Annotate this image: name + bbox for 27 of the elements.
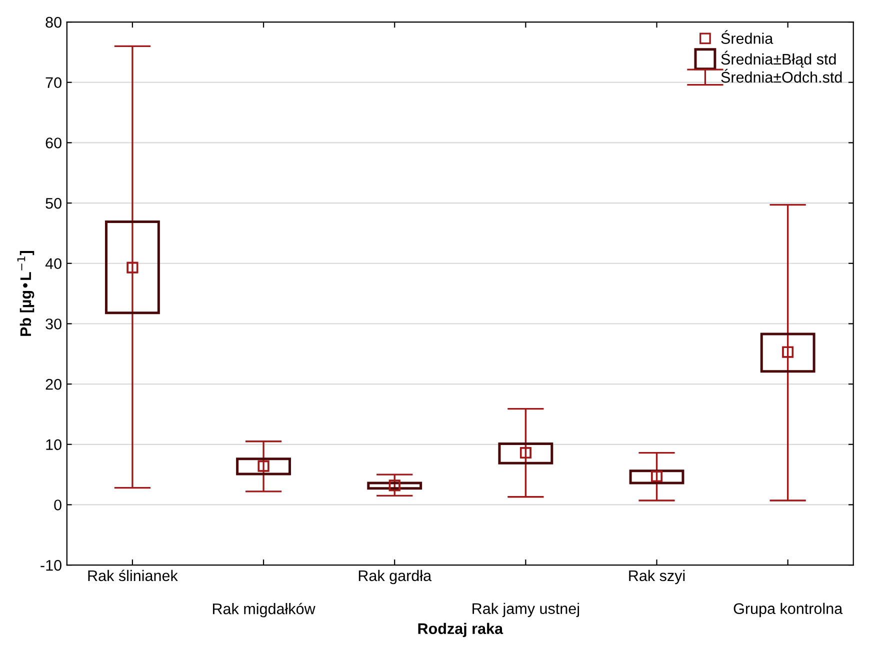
x-tick-label: Rak szyi bbox=[629, 570, 685, 584]
legend-label: Średnia±Odch.std bbox=[721, 68, 842, 83]
x-tick-label: Grupa kontrolna bbox=[734, 602, 843, 618]
legend-label: Średnia±Błąd std bbox=[721, 50, 836, 68]
y-tick-label: 10 bbox=[46, 439, 62, 450]
y-tick-label: 40 bbox=[45, 258, 62, 270]
y-tick-label: 50 bbox=[46, 198, 62, 209]
y-tick-label: 70 bbox=[46, 77, 62, 88]
y-tick-label: 30 bbox=[46, 318, 62, 330]
bar bbox=[367, 482, 422, 490]
y-tick-label: 80 bbox=[46, 16, 62, 28]
y-tick-label: 20 bbox=[46, 378, 62, 390]
bar bbox=[760, 332, 816, 373]
x-tick-label: Rak gardła bbox=[358, 570, 432, 584]
y-tick-label: 60 bbox=[46, 138, 62, 148]
bar bbox=[236, 458, 291, 476]
bar bbox=[629, 470, 684, 484]
x-axis-title: Rodzaj raka bbox=[418, 622, 504, 638]
bar bbox=[498, 442, 554, 464]
y-axis-title: Pb [µg•L$^{−1}$] bbox=[17, 251, 34, 336]
x-tick-label: Rak ślinianek bbox=[88, 570, 178, 582]
y-tick-label: -10 bbox=[40, 560, 62, 571]
bar bbox=[104, 220, 160, 314]
x-tick-label: Rak jamy ustnej bbox=[472, 602, 579, 618]
y-tick-label: 0 bbox=[54, 500, 62, 510]
legend-label: Średnia bbox=[721, 30, 774, 44]
x-tick-label: Rak migdałków bbox=[212, 602, 316, 618]
